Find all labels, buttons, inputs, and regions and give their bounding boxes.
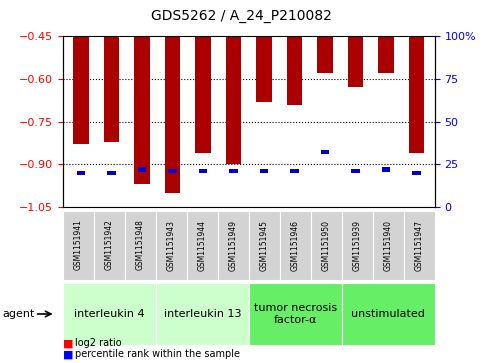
Text: unstimulated: unstimulated xyxy=(351,309,425,319)
Text: log2 ratio: log2 ratio xyxy=(75,338,122,348)
Text: GSM1151940: GSM1151940 xyxy=(384,220,393,270)
Text: ■: ■ xyxy=(63,338,73,348)
Bar xyxy=(169,169,177,173)
Bar xyxy=(321,150,329,154)
Bar xyxy=(412,171,421,175)
Bar xyxy=(342,283,435,345)
Bar xyxy=(107,171,116,175)
Bar xyxy=(311,211,342,280)
Text: GSM1151950: GSM1151950 xyxy=(322,220,331,270)
Text: GSM1151949: GSM1151949 xyxy=(229,220,238,270)
Bar xyxy=(317,36,333,73)
Bar xyxy=(187,211,218,280)
Text: GSM1151943: GSM1151943 xyxy=(167,220,176,270)
Text: agent: agent xyxy=(2,309,35,319)
Text: interleukin 13: interleukin 13 xyxy=(164,309,241,319)
Text: percentile rank within the sample: percentile rank within the sample xyxy=(75,349,240,359)
Bar xyxy=(409,36,424,153)
Bar xyxy=(218,211,249,280)
Bar xyxy=(249,283,342,345)
Bar xyxy=(138,167,146,171)
Bar xyxy=(256,36,271,102)
Bar xyxy=(226,36,241,164)
Bar xyxy=(63,283,156,345)
Bar xyxy=(199,169,207,173)
Text: GSM1151942: GSM1151942 xyxy=(105,220,114,270)
Bar xyxy=(287,36,302,105)
Text: GSM1151947: GSM1151947 xyxy=(415,220,424,270)
Bar xyxy=(348,36,363,87)
Bar xyxy=(373,211,404,280)
Text: GSM1151945: GSM1151945 xyxy=(260,220,269,270)
Text: GSM1151946: GSM1151946 xyxy=(291,220,300,270)
Text: ■: ■ xyxy=(63,349,73,359)
Bar xyxy=(290,169,298,173)
Bar xyxy=(342,211,373,280)
Bar xyxy=(260,169,268,173)
Bar xyxy=(404,211,435,280)
Bar xyxy=(229,169,238,173)
Bar xyxy=(94,211,125,280)
Bar xyxy=(104,36,119,142)
Bar xyxy=(351,169,360,173)
Bar xyxy=(280,211,311,280)
Text: GSM1151939: GSM1151939 xyxy=(353,220,362,270)
Text: tumor necrosis
factor-α: tumor necrosis factor-α xyxy=(254,303,337,325)
Bar xyxy=(165,36,180,193)
Bar xyxy=(63,211,94,280)
Text: GSM1151948: GSM1151948 xyxy=(136,220,145,270)
Bar xyxy=(382,167,390,171)
Text: GSM1151944: GSM1151944 xyxy=(198,220,207,270)
Bar xyxy=(156,211,187,280)
Bar xyxy=(77,171,85,175)
Bar xyxy=(196,36,211,153)
Text: interleukin 4: interleukin 4 xyxy=(74,309,144,319)
Bar xyxy=(73,36,89,144)
Bar xyxy=(156,283,249,345)
Bar xyxy=(125,211,156,280)
Bar xyxy=(378,36,394,73)
Bar xyxy=(249,211,280,280)
Text: GSM1151941: GSM1151941 xyxy=(74,220,83,270)
Text: GDS5262 / A_24_P210082: GDS5262 / A_24_P210082 xyxy=(151,9,332,23)
Bar xyxy=(134,36,150,184)
